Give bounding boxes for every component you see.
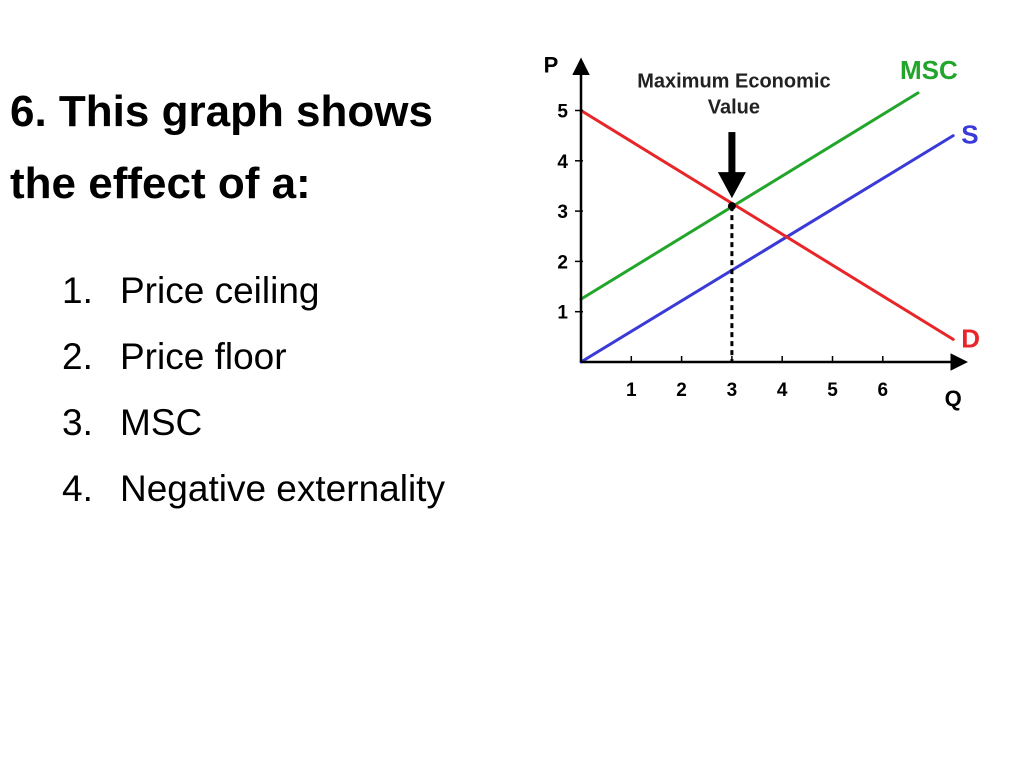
y-axis-label: P: [544, 52, 559, 77]
series-label-d: D: [961, 323, 980, 353]
option-number: 2.: [62, 336, 93, 377]
option-item-3[interactable]: 3. MSC: [62, 390, 445, 456]
y-tick-label: 2: [557, 252, 568, 273]
title-line-1: 6. This graph shows: [10, 87, 433, 136]
equilibrium-point: [727, 202, 736, 211]
arrow-shaft: [728, 132, 736, 177]
y-tick-label: 1: [557, 303, 568, 324]
series-line-d: [579, 109, 955, 341]
series-line-s: [579, 134, 955, 364]
option-item-2[interactable]: 2. Price floor: [62, 324, 445, 390]
option-number: 3.: [62, 402, 93, 443]
x-tick-label: 2: [676, 380, 687, 401]
option-number: 1.: [62, 270, 93, 311]
option-number: 4.: [62, 468, 93, 509]
x-tick-label: 5: [827, 380, 838, 401]
x-tick-label: 3: [727, 380, 738, 401]
answer-options: 1. Price ceiling 2. Price floor 3. MSC 4…: [62, 258, 445, 522]
option-item-4[interactable]: 4. Negative externality: [62, 456, 445, 522]
arrow-down-icon: [717, 172, 746, 199]
option-label: Price floor: [120, 336, 287, 377]
y-tick-label: 5: [557, 102, 568, 123]
y-tick-label: 3: [557, 202, 568, 223]
option-label: Price ceiling: [120, 270, 320, 311]
x-tick-label: 6: [878, 380, 889, 401]
annotation-text-line-1: Maximum Economic: [637, 70, 830, 92]
annotation-text-line-2: Value: [708, 96, 760, 118]
x-tick-label: 4: [777, 380, 788, 401]
option-label: MSC: [120, 402, 203, 443]
option-item-1[interactable]: 1. Price ceiling: [62, 258, 445, 324]
series-label-s: S: [961, 120, 978, 150]
x-tick-label: 1: [626, 380, 637, 401]
option-label: Negative externality: [120, 468, 445, 509]
y-tick-label: 4: [557, 152, 568, 173]
series-line-msc: [579, 91, 920, 301]
series-label-msc: MSC: [900, 55, 958, 85]
slide-title: 6. This graph shows the effect of a:: [10, 76, 510, 220]
supply-demand-chart: MSC S D 1 2 3 4 5 6 1 2 3 4 5 Q P Maximum Economic Valu…: [544, 52, 980, 411]
title-line-2: the effect of a:: [10, 159, 311, 208]
x-axis-label: Q: [945, 386, 962, 411]
